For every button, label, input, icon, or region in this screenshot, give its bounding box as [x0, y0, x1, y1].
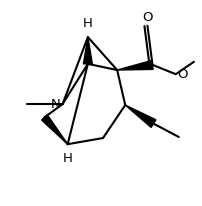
Text: H: H [83, 16, 93, 30]
Text: O: O [177, 68, 187, 81]
Text: O: O [142, 11, 153, 25]
Polygon shape [42, 115, 68, 144]
Polygon shape [117, 60, 153, 70]
Text: N: N [51, 97, 61, 111]
Polygon shape [125, 105, 156, 128]
Text: H: H [63, 152, 73, 165]
Polygon shape [83, 37, 92, 64]
